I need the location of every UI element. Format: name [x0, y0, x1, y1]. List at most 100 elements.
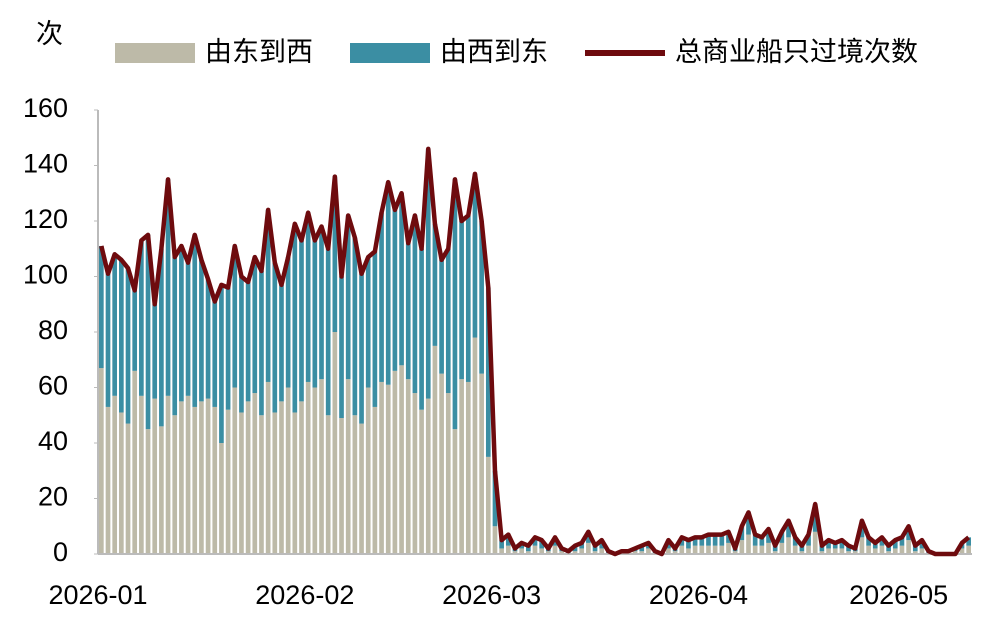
bar: [766, 529, 771, 543]
bar: [799, 551, 805, 554]
bar: [225, 409, 231, 554]
bar: [852, 551, 858, 554]
bar: [879, 537, 885, 546]
bar: [472, 337, 478, 554]
bar: [159, 426, 164, 554]
bar: [345, 215, 351, 380]
bar: [192, 234, 198, 407]
bar: [305, 381, 311, 554]
bar: [806, 545, 811, 554]
bar: [779, 531, 785, 543]
bar: [205, 279, 211, 399]
bar: [339, 276, 344, 419]
bar: [305, 212, 311, 382]
y-tick-label: 60: [38, 371, 68, 401]
x-tick-label: 2026-05: [849, 580, 948, 610]
y-axis-label: 次: [36, 19, 63, 49]
bar: [592, 545, 598, 552]
bar: [806, 534, 811, 546]
bar: [966, 545, 971, 554]
bar: [559, 551, 565, 554]
bar: [552, 545, 558, 554]
bar: [439, 259, 444, 374]
y-tick-label: 120: [23, 204, 68, 234]
bar: [165, 179, 171, 396]
bar: [245, 401, 251, 554]
bar: [872, 548, 878, 554]
bar: [899, 537, 905, 546]
bar: [866, 545, 871, 554]
bar: [432, 345, 438, 554]
bar: [779, 542, 785, 554]
bar: [746, 534, 751, 554]
bar: [519, 548, 524, 554]
bar: [586, 542, 591, 554]
bar: [786, 520, 791, 538]
bar: [846, 551, 851, 554]
y-tick-label: 80: [38, 315, 68, 345]
bar: [112, 395, 118, 554]
bar: [419, 409, 424, 554]
bar: [119, 412, 124, 554]
bar: [819, 545, 825, 552]
bar: [759, 545, 765, 554]
bar: [405, 379, 411, 554]
bar: [425, 398, 431, 554]
bar: [412, 393, 418, 554]
bar: [525, 545, 531, 552]
bar: [239, 412, 244, 554]
bar: [826, 548, 831, 554]
bar: [159, 248, 164, 427]
bar: [512, 551, 518, 554]
bar: [579, 548, 585, 554]
bar: [632, 551, 638, 554]
bar: [259, 415, 264, 554]
bar: [712, 545, 718, 554]
bar: [886, 551, 891, 554]
bar: [332, 332, 338, 554]
bar: [472, 173, 478, 338]
bar: [179, 401, 184, 554]
bar: [359, 273, 364, 424]
bar: [752, 545, 758, 554]
bar: [452, 429, 458, 554]
bar: [912, 545, 918, 552]
bar: [846, 545, 851, 552]
bar: [499, 540, 504, 549]
bar: [706, 534, 711, 546]
bar: [859, 537, 865, 554]
line: [99, 146, 971, 557]
bar: [546, 551, 551, 554]
bar: [172, 257, 178, 416]
bar: [292, 223, 298, 413]
bar: [199, 259, 204, 402]
bar: [892, 548, 898, 554]
bar: [499, 548, 504, 554]
bar: [866, 537, 871, 546]
bar: [99, 245, 104, 369]
bar: [439, 373, 444, 554]
bar: [772, 551, 778, 554]
bar: [425, 148, 431, 399]
bar: [686, 540, 691, 549]
bar: [799, 545, 805, 552]
bar: [699, 537, 705, 546]
bar: [105, 273, 111, 407]
y-tick-label: 160: [23, 93, 68, 123]
bar: [672, 551, 678, 554]
bar: [245, 282, 251, 402]
bar: [372, 406, 378, 554]
bar: [145, 429, 151, 554]
bar: [906, 540, 911, 554]
bar: [252, 393, 258, 554]
bar: [479, 373, 484, 554]
bar: [732, 551, 738, 554]
bar: [379, 212, 384, 382]
bar: [145, 234, 151, 430]
bar: [299, 401, 304, 554]
y-tick-label: 20: [38, 482, 68, 512]
bar: [139, 395, 144, 554]
bar: [899, 545, 905, 554]
